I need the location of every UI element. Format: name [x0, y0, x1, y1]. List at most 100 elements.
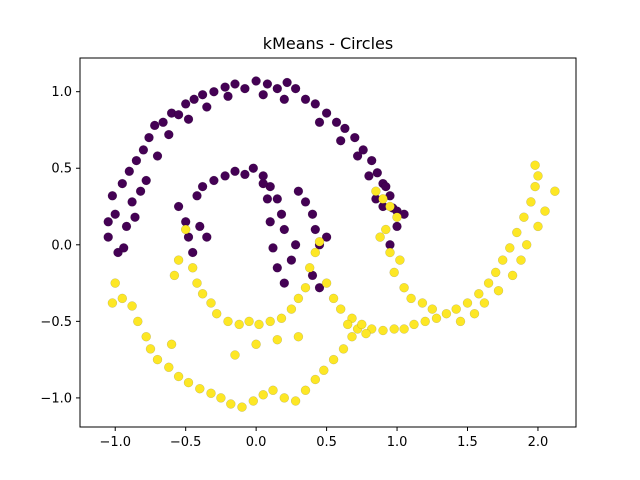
data-point: [336, 304, 346, 314]
data-point: [367, 155, 377, 166]
data-point: [493, 286, 504, 296]
plot-frame: [79, 57, 577, 428]
data-point: [272, 263, 282, 273]
data-point: [180, 224, 191, 235]
data-point: [338, 344, 349, 354]
data-point: [364, 171, 374, 181]
data-point: [491, 267, 501, 278]
y-tick-label: 0.5: [51, 162, 72, 177]
data-point: [276, 209, 287, 219]
data-point: [371, 186, 381, 196]
data-point: [409, 319, 419, 330]
data-point: [352, 151, 363, 161]
data-point: [474, 289, 484, 299]
data-point: [240, 83, 250, 94]
data-point: [526, 197, 536, 207]
data-point: [505, 243, 515, 253]
data-point: [262, 194, 273, 204]
data-point: [305, 263, 315, 273]
data-point: [135, 186, 146, 196]
data-point: [300, 197, 311, 207]
data-point: [107, 298, 118, 308]
data-point: [378, 325, 388, 336]
data-point: [258, 178, 268, 189]
data-point: [197, 89, 208, 100]
data-point: [516, 255, 526, 265]
data-point: [512, 227, 522, 238]
data-point: [293, 293, 304, 304]
data-point: [533, 221, 543, 232]
data-point: [237, 402, 247, 412]
data-point: [192, 278, 202, 288]
data-point: [268, 243, 278, 253]
data-point: [385, 201, 395, 212]
data-point: [279, 278, 289, 288]
data-point: [451, 304, 461, 314]
data-point: [540, 206, 550, 216]
data-point: [251, 76, 261, 86]
plot-area: [79, 57, 577, 428]
data-point: [347, 332, 357, 342]
data-point: [455, 316, 466, 327]
data-point: [462, 298, 473, 308]
data-point: [248, 163, 259, 173]
data-point: [389, 267, 399, 278]
data-point: [530, 181, 540, 192]
data-point: [258, 390, 268, 400]
data-point: [310, 224, 320, 235]
data-point: [141, 332, 151, 342]
data-point: [321, 278, 332, 288]
data-point: [141, 175, 151, 186]
data-point: [310, 374, 320, 385]
data-point: [223, 316, 233, 327]
data-point: [469, 309, 480, 319]
data-point: [300, 94, 311, 105]
data-point: [427, 304, 437, 314]
data-point: [328, 293, 339, 304]
data-point: [286, 304, 297, 314]
data-point: [293, 332, 304, 342]
data-point: [279, 224, 289, 235]
data-point: [173, 371, 184, 382]
data-point: [262, 79, 273, 89]
data-point: [145, 344, 156, 354]
data-point: [131, 155, 142, 166]
data-point: [211, 309, 222, 319]
data-point: [372, 168, 382, 178]
data-point: [357, 319, 367, 330]
data-point: [192, 191, 202, 201]
data-point: [138, 145, 149, 155]
data-point: [314, 283, 325, 293]
axis-ticks: −1.0 −0.5 0.0 0.5 1.0 1.5 2.0 −1.0 −0.5 0.0 0.5 1.0: [40, 85, 548, 450]
data-point: [530, 160, 540, 170]
data-point: [118, 243, 129, 253]
data-point: [197, 289, 208, 299]
x-tick-label: −0.5: [170, 435, 202, 450]
y-tick-label: 1.0: [51, 85, 72, 100]
data-point: [420, 316, 430, 327]
x-tick-label: 2.0: [528, 435, 549, 450]
data-point: [206, 298, 216, 308]
data-point: [127, 301, 137, 311]
x-tick-label: −1.0: [99, 435, 131, 450]
x-tick-label: 1.5: [457, 435, 478, 450]
data-point: [378, 194, 388, 204]
data-point: [310, 247, 320, 258]
data-point: [340, 123, 350, 134]
data-point: [244, 316, 254, 327]
data-point: [507, 270, 518, 281]
data-point: [399, 283, 409, 293]
data-point: [187, 263, 198, 273]
data-point: [195, 221, 205, 232]
data-point: [166, 339, 177, 349]
data-point: [173, 255, 184, 265]
data-point: [381, 224, 391, 235]
data-point: [310, 99, 320, 109]
data-point: [220, 82, 230, 92]
data-point: [144, 132, 154, 143]
data-point: [164, 362, 174, 372]
data-point: [290, 83, 301, 94]
data-point: [392, 221, 402, 232]
